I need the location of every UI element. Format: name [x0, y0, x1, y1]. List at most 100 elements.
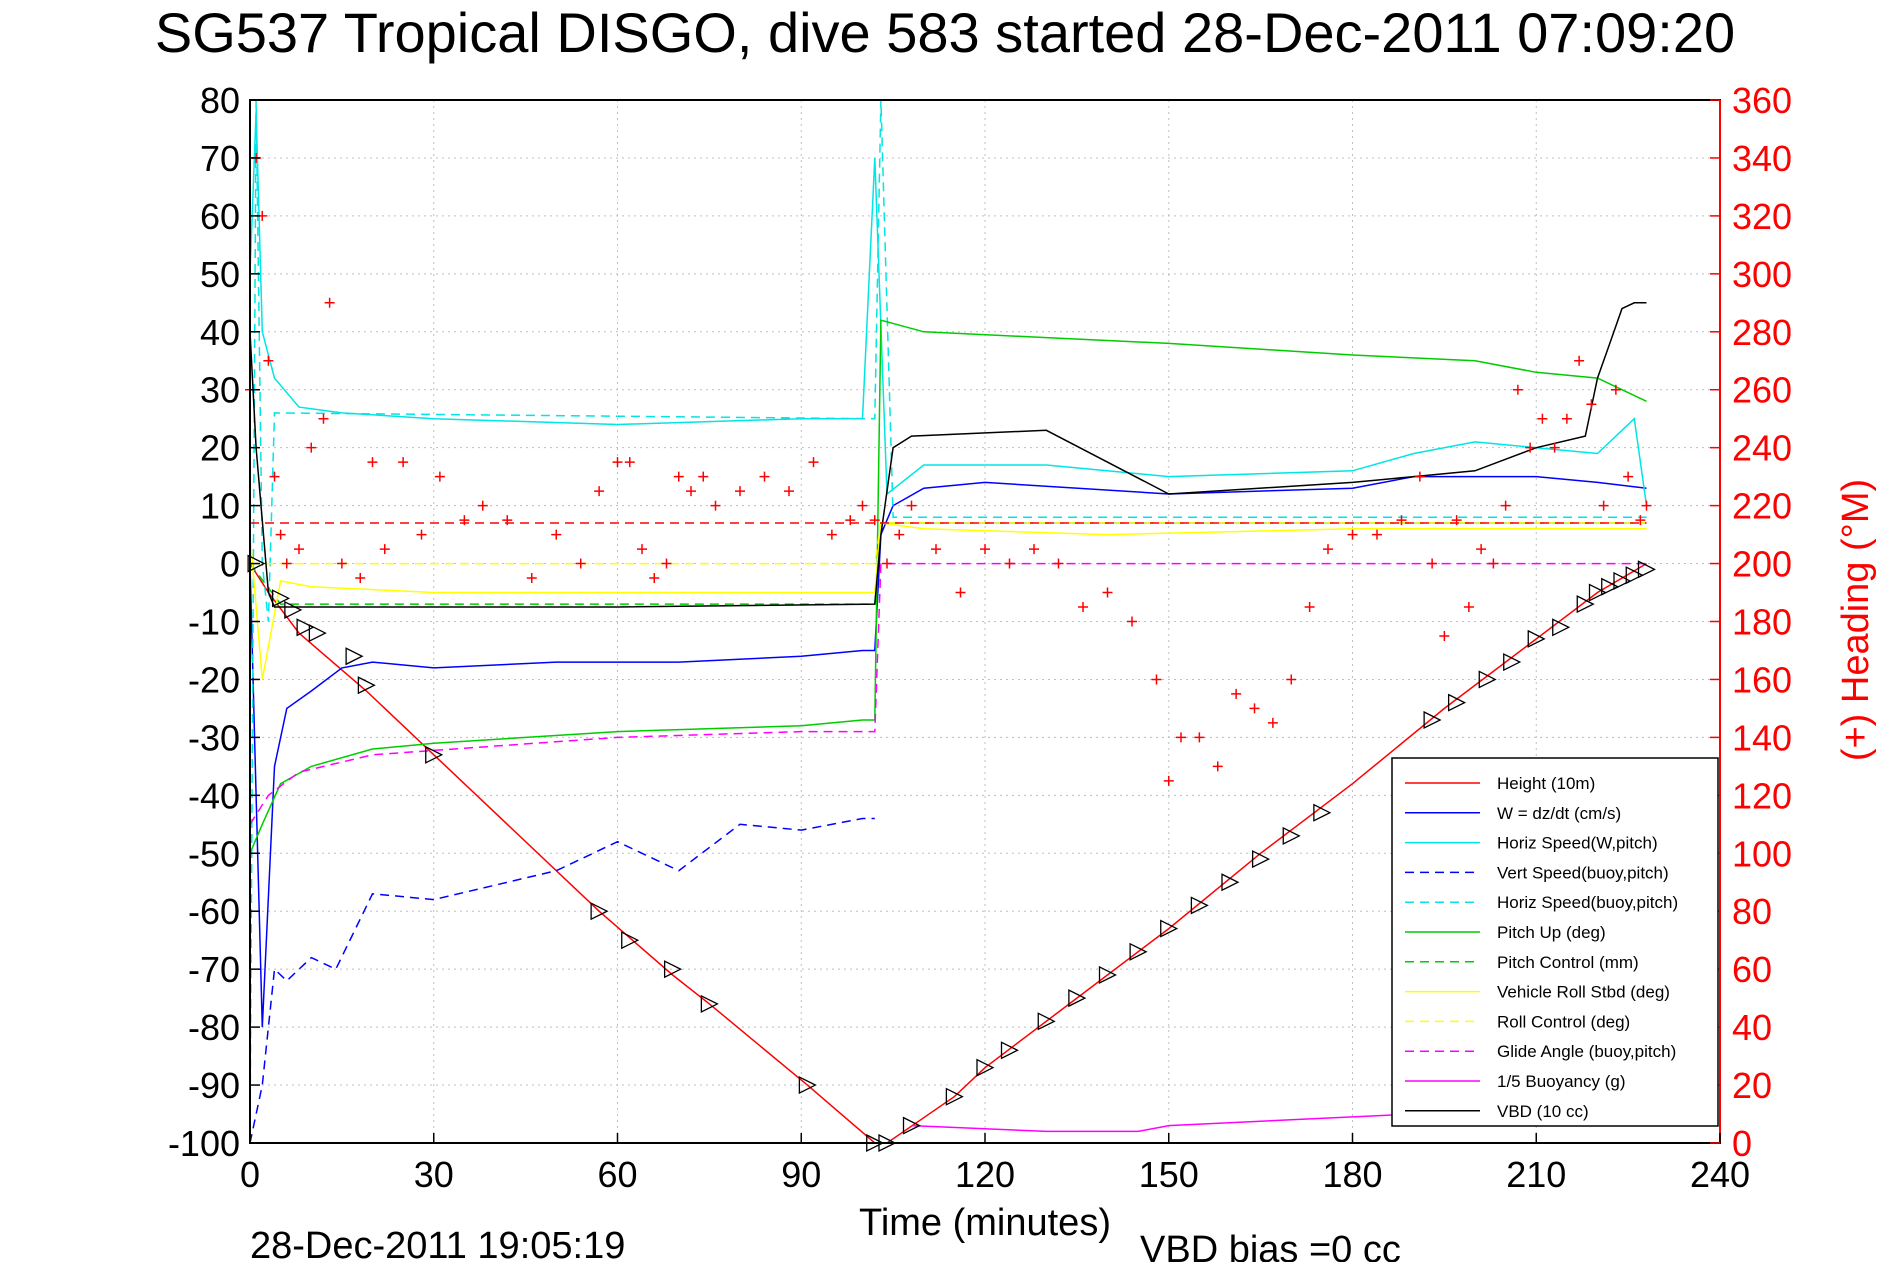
- height-marker-triangle: [1068, 989, 1087, 1008]
- height-marker-triangle: [1552, 618, 1571, 637]
- height-marker-triangle: [271, 589, 291, 608]
- heading-point: [612, 457, 623, 468]
- y-right-tick-label: 80: [1732, 891, 1772, 932]
- height-marker-triangle: [1221, 873, 1240, 892]
- heading-point: [1029, 544, 1039, 555]
- heading-point: [398, 457, 409, 468]
- legend-box: [1391, 757, 1719, 1127]
- x-tick-label: 180: [1322, 1154, 1382, 1195]
- height-marker-triangle: [1613, 571, 1632, 590]
- height-marker-triangle: [1637, 560, 1656, 579]
- heading-point: [294, 544, 304, 555]
- y-right-tick-label: 40: [1732, 1007, 1772, 1048]
- heading-point: [931, 544, 941, 555]
- series-glide-angle-buoy-pitch: [249, 562, 1647, 825]
- heading-point: [1163, 775, 1174, 786]
- heading-point: [826, 529, 837, 540]
- height-marker-triangle: [1447, 693, 1467, 712]
- series-vehicle-roll-stbd-deg: [249, 522, 1647, 680]
- series-horiz-speed-buoy-pitch: [249, 99, 1647, 1144]
- heading-point: [955, 587, 966, 598]
- height-marker-triangle: [1251, 850, 1271, 869]
- y-tick-label: -90: [188, 1065, 240, 1106]
- heading-point: [1512, 384, 1523, 395]
- height-marker-triangle: [345, 647, 364, 666]
- heading-point: [1078, 602, 1088, 613]
- height-marker-triangle: [590, 902, 609, 921]
- legend-label-pitch-up-deg: Pitch Up (deg): [1497, 923, 1606, 942]
- legend-items: Height (10m) W = dz/dt (cm/s) Horiz Speed(…: [1405, 774, 1678, 1121]
- heading-point: [661, 558, 672, 569]
- axis-ticks: 0 30 60 90 120 150 180 210 24080706050403020100-…: [168, 80, 1792, 1195]
- y-tick-label: 40: [200, 312, 240, 353]
- height-marker-triangle: [1129, 942, 1148, 961]
- right-y-axis-label: (+) Heading (°M): [1835, 479, 1877, 761]
- y-right-tick-label: 220: [1732, 486, 1792, 527]
- footer-vbd-bias: VBD bias =0 cc: [1140, 1229, 1401, 1262]
- heading-point: [1249, 703, 1260, 714]
- height-marker-triangle: [284, 600, 303, 619]
- height-marker-triangle: [247, 554, 266, 573]
- heading-point: [1598, 500, 1609, 511]
- height-marker-triangle: [1313, 803, 1332, 822]
- heading-point: [1427, 558, 1438, 569]
- heading-point: [355, 573, 366, 584]
- heading-point: [434, 471, 445, 482]
- heading-point: [1176, 732, 1186, 743]
- height-marker-triangle: [425, 745, 444, 764]
- height-marker-triangle: [976, 1058, 995, 1077]
- heading-point: [1586, 399, 1597, 410]
- heading-point: [1347, 529, 1358, 540]
- series-heading: [245, 152, 1652, 786]
- heading-point: [1323, 544, 1333, 555]
- heading-point: [336, 558, 347, 569]
- heading-point: [306, 442, 317, 453]
- heading-point: [869, 515, 880, 526]
- height-marker-triangle: [357, 676, 376, 695]
- legend-label-vbd-10-cc: VBD (10 cc): [1497, 1102, 1589, 1121]
- height-marker-triangle: [1190, 896, 1209, 915]
- height-marker-triangle: [1423, 710, 1442, 730]
- height-marker-triangle: [1098, 965, 1117, 985]
- y-right-tick-label: 280: [1732, 312, 1792, 353]
- heading-point: [269, 471, 280, 482]
- heading-point: [1488, 558, 1499, 569]
- height-marker-triangle: [1527, 629, 1546, 648]
- y-tick-label: 70: [200, 138, 240, 179]
- x-axis-label: Time (minutes): [859, 1202, 1111, 1244]
- y-tick-label: 60: [200, 196, 240, 237]
- y-tick-label: 0: [220, 544, 240, 585]
- heading-point: [894, 529, 905, 540]
- heading-point: [637, 544, 647, 555]
- y-tick-label: 20: [200, 428, 240, 469]
- heading-point: [698, 471, 709, 482]
- height-marker-triangle: [621, 931, 640, 950]
- heading-point: [551, 529, 562, 540]
- legend: Height (10m) W = dz/dt (cm/s) Horiz Speed(…: [1391, 757, 1719, 1127]
- heading-point: [1574, 355, 1585, 366]
- heading-point: [1231, 688, 1242, 699]
- y-tick-label: 10: [200, 486, 240, 527]
- y-tick-label: -60: [188, 891, 240, 932]
- y-right-tick-label: 160: [1732, 659, 1792, 700]
- heading-point: [281, 558, 292, 569]
- heading-point: [594, 486, 605, 497]
- heading-point: [1212, 761, 1223, 772]
- heading-point: [1525, 442, 1536, 453]
- heading-point: [906, 500, 917, 511]
- heading-point: [575, 558, 586, 569]
- series-vert-speed-buoy-pitch: [249, 817, 875, 1144]
- y-right-tick-label: 260: [1732, 370, 1792, 411]
- height-marker-triangle: [1037, 1012, 1056, 1031]
- heading-point: [1641, 500, 1652, 511]
- heading-point: [477, 500, 488, 511]
- heading-point: [980, 544, 990, 555]
- height-marker-triangle: [1160, 919, 1179, 938]
- height-marker-triangle: [1282, 826, 1301, 845]
- height-marker-triangle: [308, 624, 327, 643]
- y-tick-label: -80: [188, 1007, 240, 1048]
- y-right-tick-label: 20: [1732, 1065, 1772, 1106]
- heading-point: [1286, 674, 1297, 685]
- height-marker-triangle: [1588, 583, 1607, 602]
